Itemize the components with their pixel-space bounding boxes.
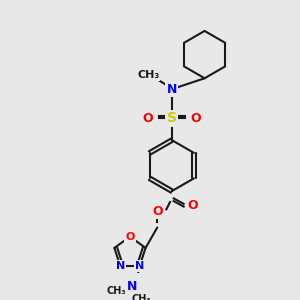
- Text: O: O: [143, 112, 154, 125]
- Text: CH₃: CH₃: [106, 286, 126, 296]
- Text: O: O: [188, 199, 198, 212]
- Text: CH₃: CH₃: [137, 70, 159, 80]
- Text: N: N: [116, 261, 125, 271]
- Text: N: N: [167, 83, 177, 96]
- Text: O: O: [125, 232, 135, 242]
- Text: N: N: [135, 261, 144, 271]
- Text: N: N: [127, 280, 137, 293]
- Text: O: O: [152, 205, 163, 218]
- Text: O: O: [190, 112, 201, 125]
- Text: CH₃: CH₃: [132, 294, 151, 300]
- Text: S: S: [167, 111, 177, 125]
